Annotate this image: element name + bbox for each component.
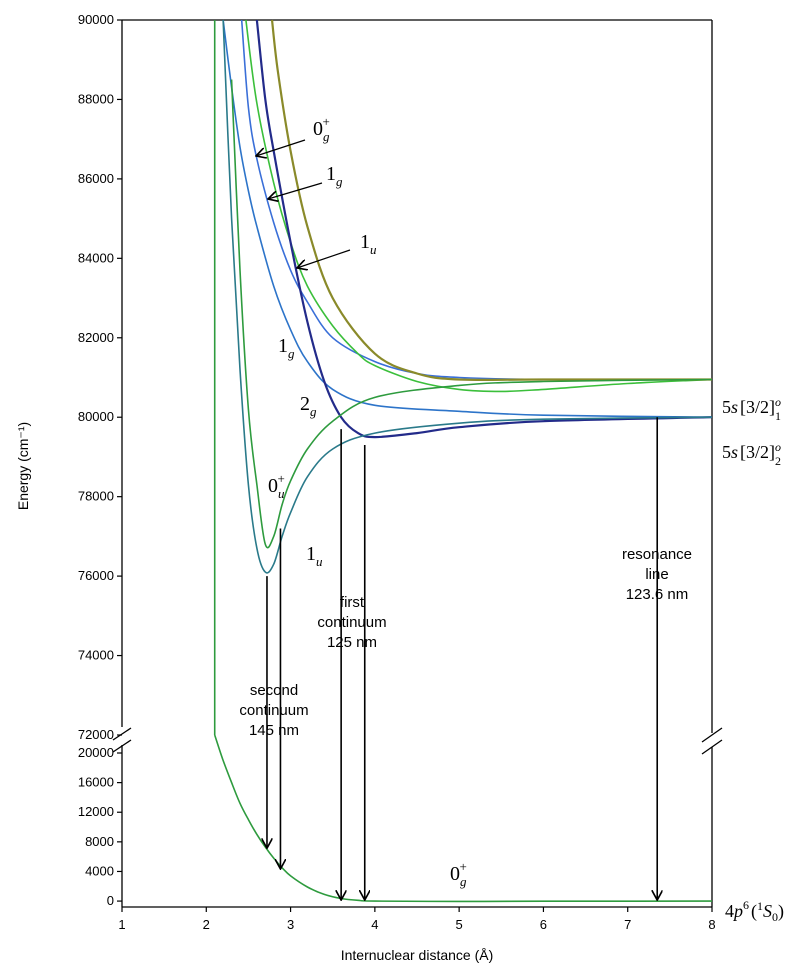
x-tick-label-3: 4 — [371, 917, 378, 932]
state-label-1g-top: 1g — [326, 163, 343, 189]
asymptote-label-ground: 4p6 (1S0) — [725, 898, 784, 924]
y-tick-label-upper-0: 72000 — [78, 727, 114, 742]
first-continuum-line1: first — [340, 594, 365, 611]
y-tick-label-lower-3: 12000 — [78, 804, 114, 819]
resonance-line1: resonance — [622, 546, 692, 563]
second-continuum-label: second continuum 145 nm — [239, 682, 308, 739]
state-label-2g: 2g — [300, 393, 317, 419]
curve-1g-upper — [245, 19, 713, 393]
state-label-0g-bottom: 0g+ — [450, 859, 467, 889]
curve-1u-upper — [270, 19, 712, 382]
y-tick-label-lower-5: 20000 — [78, 745, 114, 760]
asymptote-labels: 5s [3/2]o 1 5s [3/2]o 2 4p6 (1S0) — [722, 395, 784, 924]
second-continuum-line1: second — [250, 682, 298, 699]
pointer-arrow-0g — [256, 139, 306, 156]
state-labels: 0g+ 1g 1u 1g 2g 0u+ 1u 0g+ — [268, 114, 467, 889]
x-tick-label-7: 8 — [708, 917, 715, 932]
y-axis-title: Energy (cm⁻¹) — [15, 422, 31, 510]
y-tick-label-upper-5: 82000 — [78, 330, 114, 345]
axis-break-right-a — [701, 727, 723, 743]
y-tick-label-upper-4: 80000 — [78, 409, 114, 424]
first-continuum-label: first continuum 125 nm — [317, 594, 386, 651]
first-continuum-line3: 125 nm — [327, 634, 377, 651]
axis-ticks: 1 2 3 4 5 6 7 872000740007600078000800008200084… — [78, 12, 716, 932]
y-tick-label-upper-9: 90000 — [78, 12, 114, 27]
y-tick-label-upper-7: 86000 — [78, 171, 114, 186]
axis-break-left-a — [112, 727, 132, 741]
y-tick-label-upper-2: 76000 — [78, 568, 114, 583]
second-continuum-line2: continuum — [239, 702, 308, 719]
pointer-arrow-1u — [297, 249, 351, 268]
asymptote-label-upper: 5s [3/2]o 1 — [722, 395, 781, 423]
curve-2g — [255, 19, 713, 439]
state-label-1u-bottom: 1u — [306, 543, 323, 569]
curve-0u- — [230, 79, 713, 549]
x-tick-label-1: 2 — [203, 917, 210, 932]
y-tick-label-upper-8: 88000 — [78, 91, 114, 106]
y-tick-label-lower-2: 8000 — [85, 834, 114, 849]
pointer-arrow-1g — [268, 182, 323, 199]
resonance-line2: line — [645, 566, 668, 583]
state-label-1g-mid: 1g — [278, 335, 295, 361]
second-continuum-line3: 145 nm — [249, 722, 299, 739]
resonance-line-label: resonance line 123.6 nm — [622, 546, 692, 603]
x-axis-title: Internuclear distance (Å) — [341, 947, 494, 963]
y-tick-label-lower-0: 0 — [107, 893, 114, 908]
transition-arrows — [256, 139, 657, 900]
asymptote-label-middle: 5s [3/2]o 2 — [722, 440, 781, 468]
curve-1g — [222, 19, 713, 418]
x-tick-label-0: 1 — [118, 917, 125, 932]
axis-break-left-b — [112, 739, 132, 753]
axis-break-right-b — [701, 739, 723, 755]
first-continuum-line2: continuum — [317, 614, 386, 631]
y-tick-label-lower-1: 4000 — [85, 863, 114, 878]
y-tick-label-lower-4: 16000 — [78, 775, 114, 790]
curve-1u — [222, 19, 713, 574]
y-tick-label-upper-3: 78000 — [78, 489, 114, 504]
resonance-line3: 123.6 nm — [626, 586, 689, 603]
potential-curves — [213, 19, 713, 903]
curve-0g-ground — [213, 734, 713, 903]
y-tick-label-upper-1: 74000 — [78, 648, 114, 663]
y-tick-label-upper-6: 84000 — [78, 250, 114, 265]
state-label-0g-top: 0g+ — [313, 114, 330, 144]
plot-frame — [112, 19, 723, 908]
state-label-1u-top: 1u — [360, 231, 377, 257]
state-label-0u: 0u+ — [268, 471, 285, 501]
x-tick-label-2: 3 — [287, 917, 294, 932]
x-tick-label-4: 5 — [456, 917, 463, 932]
curve-0g-upper — [240, 19, 713, 381]
x-tick-label-5: 6 — [540, 917, 547, 932]
x-tick-label-6: 7 — [624, 917, 631, 932]
